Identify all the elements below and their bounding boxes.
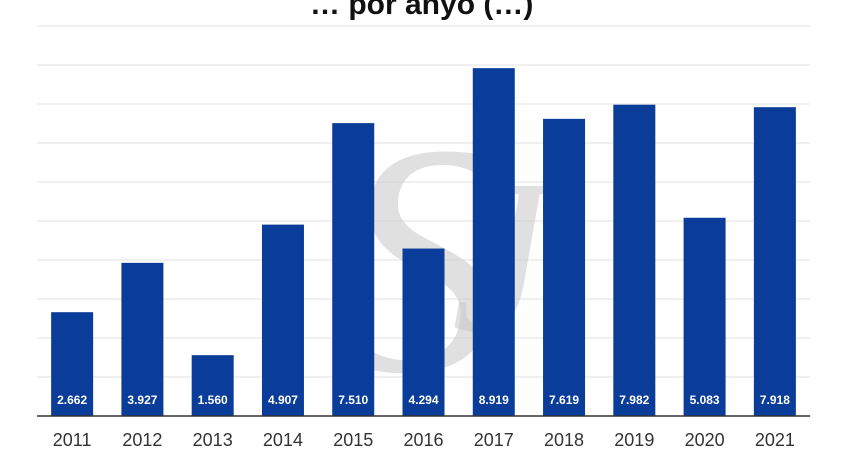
bar-value-label-2018: 7.619 [549,393,579,407]
bar-value-label-2011: 2.662 [57,393,87,407]
bar-value-label-2019: 7.982 [619,393,649,407]
x-tick-label-2020: 2020 [685,430,725,450]
bar-value-label-2020: 5.083 [690,393,720,407]
x-tick-label-2018: 2018 [544,430,584,450]
bar-2019 [613,104,656,417]
bar-2013 [191,355,234,416]
bar-2014 [261,224,304,416]
x-tick-label-2021: 2021 [755,430,795,450]
bar-2011 [51,312,94,416]
bar-2020 [683,217,726,416]
bar-2018 [543,118,586,416]
x-tick-label-2017: 2017 [474,430,514,450]
x-axis-tick-labels: 2011 2012 2013 2014 2015 2016 2017 2018 2019 2020… [53,430,795,450]
x-tick-label-2015: 2015 [333,430,373,450]
bar-2015 [332,123,375,417]
x-tick-label-2019: 2019 [614,430,654,450]
bar-value-labels: 2.662 3.927 1.560 4.907 7.510 4.294 8.919 7.619… [57,393,790,407]
bar-2012 [121,262,164,416]
x-tick-label-2016: 2016 [403,430,443,450]
bar-value-label-2021: 7.918 [760,393,790,407]
bar-value-label-2016: 4.294 [408,393,438,407]
bar-2021 [753,107,796,416]
bar-2016 [402,248,445,416]
chart-title: … por anýo (…) [310,0,534,21]
bars [51,68,796,417]
x-tick-label-2014: 2014 [263,430,303,450]
x-tick-label-2012: 2012 [122,430,162,450]
bar-value-label-2014: 4.907 [268,393,298,407]
x-tick-label-2013: 2013 [193,430,233,450]
bar-2017 [472,68,515,416]
bar-value-label-2015: 7.510 [338,393,368,407]
bar-value-label-2017: 8.919 [479,393,509,407]
bar-value-label-2012: 3.927 [127,393,157,407]
x-tick-label-2011: 2011 [53,430,92,450]
bar-value-label-2013: 1.560 [198,393,228,407]
